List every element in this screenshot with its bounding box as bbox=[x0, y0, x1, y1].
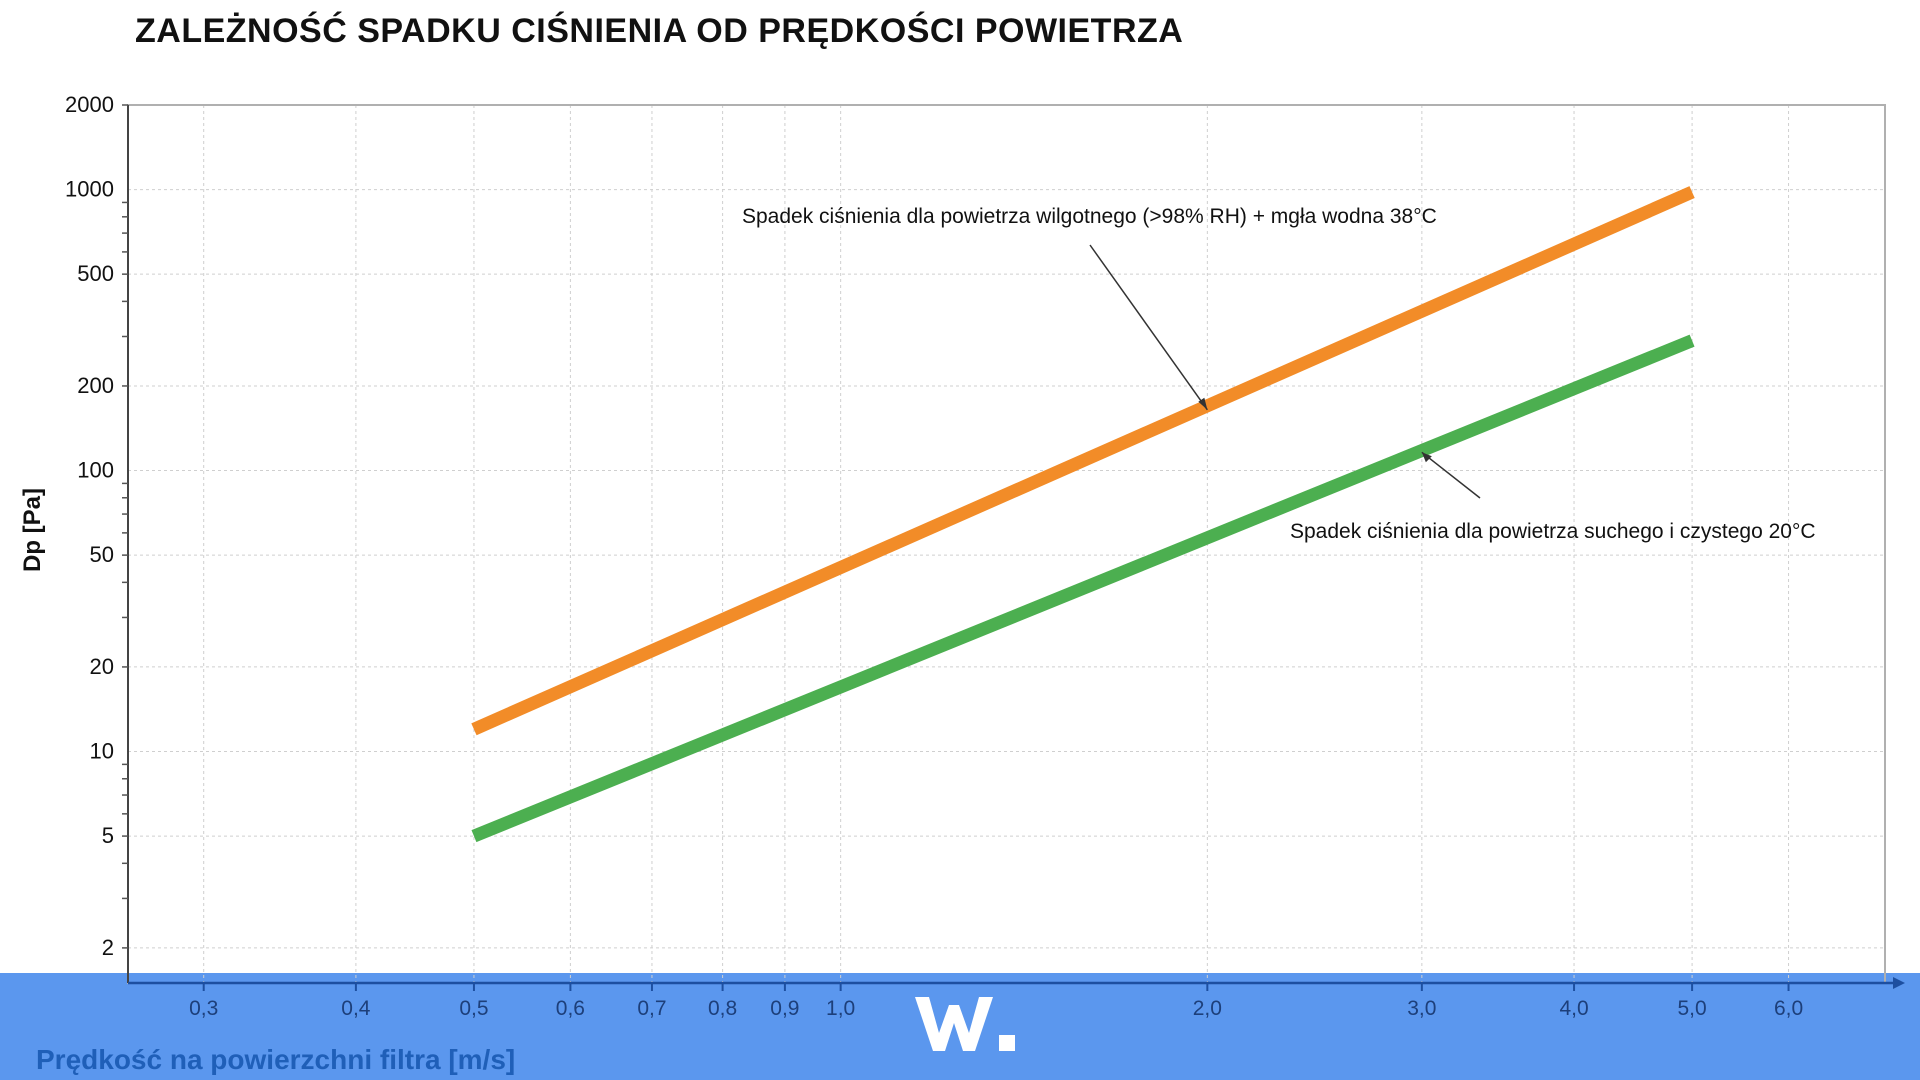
x-tick-label: 3,0 bbox=[1407, 997, 1436, 1020]
x-tick-label: 0,8 bbox=[708, 997, 737, 1020]
x-tick-label: 6,0 bbox=[1774, 997, 1803, 1020]
y-tick-label: 20 bbox=[90, 654, 114, 679]
x-tick-label: 2,0 bbox=[1193, 997, 1222, 1020]
x-tick-label: 0,3 bbox=[189, 997, 218, 1020]
y-tick-label: 5 bbox=[102, 823, 114, 848]
annotation-wet-air-pointer bbox=[1089, 244, 1208, 411]
axes bbox=[122, 104, 1905, 991]
annotation-wet-air: Spadek ciśnienia dla powietrza wilgotneg… bbox=[742, 205, 1437, 228]
plot-frame bbox=[127, 104, 1886, 984]
annotation-dry-air: Spadek ciśnienia dla powietrza suchego i… bbox=[1290, 520, 1816, 543]
y-tick-label: 100 bbox=[77, 458, 114, 483]
annotation-dry-air-pointer bbox=[1421, 451, 1481, 499]
x-tick-label: 1,0 bbox=[826, 997, 855, 1020]
y-tick-label: 200 bbox=[77, 373, 114, 398]
y-tick-label: 500 bbox=[77, 261, 114, 286]
y-axis-label: Dp [Pa] bbox=[19, 488, 46, 572]
x-tick-label: 0,5 bbox=[459, 997, 488, 1020]
chart-title: ZALEŻNOŚĆ SPADKU CIŚNIENIA OD PRĘDKOŚCI … bbox=[135, 12, 1184, 50]
x-tick-label: 0,4 bbox=[341, 997, 371, 1020]
grid bbox=[128, 104, 1885, 983]
x-axis-label: Prędkość na powierzchni filtra [m/s] bbox=[36, 1044, 516, 1075]
annotation-dry-air-arrowhead bbox=[1421, 452, 1432, 463]
brand-logo bbox=[915, 997, 1015, 1051]
tick-labels: 2 5 10 20 50 100 200 500 1000 2000 0,3 0,4 0,5 0,6 0,7… bbox=[65, 92, 1803, 1020]
x-tick-label: 0,6 bbox=[556, 997, 585, 1020]
x-tick-label: 4,0 bbox=[1559, 997, 1588, 1020]
annotations: Spadek ciśnienia dla powietrza wilgotneg… bbox=[742, 205, 1816, 543]
x-axis-arrow bbox=[1893, 977, 1905, 989]
annotation-wet-air-arrowhead bbox=[1198, 397, 1208, 410]
y-tick-label: 1000 bbox=[65, 177, 114, 202]
x-tick-label: 0,9 bbox=[770, 997, 799, 1020]
series-line-2 bbox=[471, 334, 1695, 843]
x-tick-label: 0,7 bbox=[637, 997, 666, 1020]
y-tick-label: 2 bbox=[102, 935, 114, 960]
y-tick-label: 10 bbox=[90, 739, 114, 764]
y-tick-label: 2000 bbox=[65, 92, 114, 117]
series-line-1 bbox=[471, 186, 1695, 736]
y-tick-label: 50 bbox=[90, 542, 114, 567]
x-tick-label: 5,0 bbox=[1677, 997, 1706, 1020]
series-group bbox=[471, 186, 1695, 843]
